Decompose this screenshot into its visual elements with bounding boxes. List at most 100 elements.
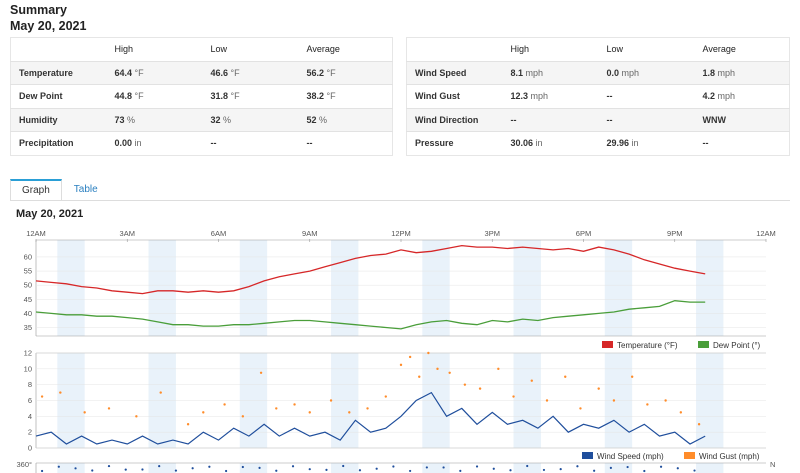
night-band bbox=[148, 463, 176, 473]
y-tick-label: 6 bbox=[28, 396, 32, 405]
night-band bbox=[696, 463, 724, 473]
wind-direction-point bbox=[392, 465, 395, 468]
tab-graph[interactable]: Graph bbox=[10, 179, 62, 201]
table-header-high: High bbox=[106, 37, 203, 61]
cell-value: 30.06 bbox=[510, 138, 534, 149]
wind-gust-point bbox=[646, 403, 649, 406]
wind-direction-point bbox=[308, 468, 311, 471]
wind-direction-point bbox=[442, 466, 445, 469]
row-label: Wind Speed bbox=[406, 60, 503, 85]
wind-direction-point bbox=[559, 468, 562, 471]
wind-gust-point bbox=[275, 407, 278, 410]
wind-direction-point bbox=[526, 464, 529, 468]
cell-high: 30.06 in bbox=[502, 131, 599, 155]
wind-speed-line bbox=[35, 391, 706, 445]
cell-value: 0.0 bbox=[606, 67, 620, 78]
cell-unit: mph bbox=[717, 67, 736, 78]
y-tick-label: 10 bbox=[24, 364, 32, 373]
cell-unit: °F bbox=[326, 67, 336, 78]
legend-swatch bbox=[582, 452, 593, 459]
summary-table-wind: High Low Average Wind Speed 8.1 mph 0.0 mp… bbox=[406, 37, 790, 156]
cell-low: 31.8 °F bbox=[202, 84, 299, 108]
x-tick-label: 9AM bbox=[302, 229, 317, 238]
wind-gust-point bbox=[478, 387, 482, 390]
x-tick-label: 3PM bbox=[485, 229, 500, 238]
row-label: Precipitation bbox=[10, 131, 107, 155]
wind-direction-point bbox=[57, 465, 60, 468]
wind-gust-point bbox=[308, 411, 311, 414]
x-tick-label: 6AM bbox=[211, 229, 226, 238]
cell-avg: WNW bbox=[694, 107, 790, 132]
wind-direction-point bbox=[475, 465, 479, 468]
cell-value: 1.8 bbox=[702, 67, 716, 78]
legend-label: Dew Point (°) bbox=[713, 341, 761, 350]
wind-direction-point bbox=[459, 469, 462, 473]
cell-high: 8.1 mph bbox=[502, 60, 599, 85]
wind-gust-point bbox=[135, 415, 138, 418]
night-band bbox=[422, 463, 450, 473]
wind-direction-point bbox=[676, 467, 679, 470]
row-label: Dew Point bbox=[10, 84, 107, 108]
temperature-line bbox=[35, 244, 706, 295]
cell-value: -- bbox=[606, 114, 613, 125]
y-tick-label: 0 bbox=[28, 444, 32, 453]
wind-direction-point bbox=[375, 467, 378, 470]
legend-swatch bbox=[602, 341, 613, 348]
cell-value: -- bbox=[510, 114, 517, 125]
wind-direction-point bbox=[542, 468, 546, 472]
legend-label: Wind Gust (mph) bbox=[699, 452, 760, 461]
wind-direction-point bbox=[158, 464, 161, 468]
table-header-low: Low bbox=[202, 37, 299, 61]
cell-unit: °F bbox=[134, 67, 144, 78]
wind-direction-point bbox=[74, 467, 77, 470]
summary-title: Summary bbox=[10, 3, 67, 17]
cell-value: 8.1 bbox=[510, 67, 524, 78]
cell-unit: mph bbox=[525, 67, 544, 78]
cell-value: 44.8 bbox=[114, 91, 133, 102]
cell-value: 29.96 bbox=[606, 138, 630, 149]
table-header-empty bbox=[406, 37, 503, 61]
wind-gust-point bbox=[630, 375, 634, 378]
cell-low: 32 % bbox=[202, 107, 299, 132]
y-tick-label: 4 bbox=[28, 412, 32, 421]
cell-avg: -- bbox=[694, 131, 790, 155]
legend-label: Wind Speed (mph) bbox=[597, 452, 664, 461]
wind-gust-point bbox=[186, 423, 190, 426]
cell-high: 73 % bbox=[106, 107, 203, 132]
cell-unit: in bbox=[631, 138, 639, 149]
summary-header: Summary May 20, 2021 bbox=[10, 2, 86, 34]
wind-gust-point bbox=[83, 411, 86, 414]
wind-direction-point bbox=[492, 467, 495, 470]
cell-high: 44.8 °F bbox=[106, 84, 203, 108]
legend-swatch bbox=[698, 341, 709, 348]
wind-direction-point bbox=[509, 469, 512, 472]
table-header-average: Average bbox=[298, 37, 393, 61]
wind-gust-point bbox=[427, 351, 430, 355]
y-tick-label: 40 bbox=[24, 309, 32, 318]
row-label: Humidity bbox=[10, 107, 107, 132]
wind-gust-point bbox=[512, 395, 515, 398]
night-band bbox=[513, 463, 541, 473]
right-axis-label: N bbox=[770, 460, 775, 469]
y-tick-label: 12 bbox=[24, 349, 32, 358]
cell-value: 46.6 bbox=[210, 67, 229, 78]
wind-direction-point bbox=[609, 466, 612, 469]
y-tick-label: 2 bbox=[28, 428, 32, 437]
wind-gust-point bbox=[329, 399, 333, 402]
wind-gust-point bbox=[366, 407, 369, 410]
wind-gust-point bbox=[612, 399, 616, 402]
table-header-empty bbox=[10, 37, 107, 61]
wind-direction-point bbox=[208, 465, 211, 468]
wind-direction-point bbox=[325, 468, 328, 472]
table-header-row: High Low Average bbox=[10, 37, 393, 61]
cell-avg: 38.2 °F bbox=[298, 84, 393, 108]
wind-direction-point bbox=[174, 469, 178, 472]
table-header-average: Average bbox=[694, 37, 790, 61]
cell-value: 73 bbox=[114, 114, 125, 125]
night-band bbox=[604, 240, 633, 336]
tab-table[interactable]: Table bbox=[73, 184, 98, 195]
y-tick-label: 360° bbox=[16, 460, 32, 469]
wind-gust-point bbox=[448, 371, 451, 374]
wind-gust-point bbox=[545, 399, 549, 402]
cell-value: 4.2 bbox=[702, 91, 716, 102]
